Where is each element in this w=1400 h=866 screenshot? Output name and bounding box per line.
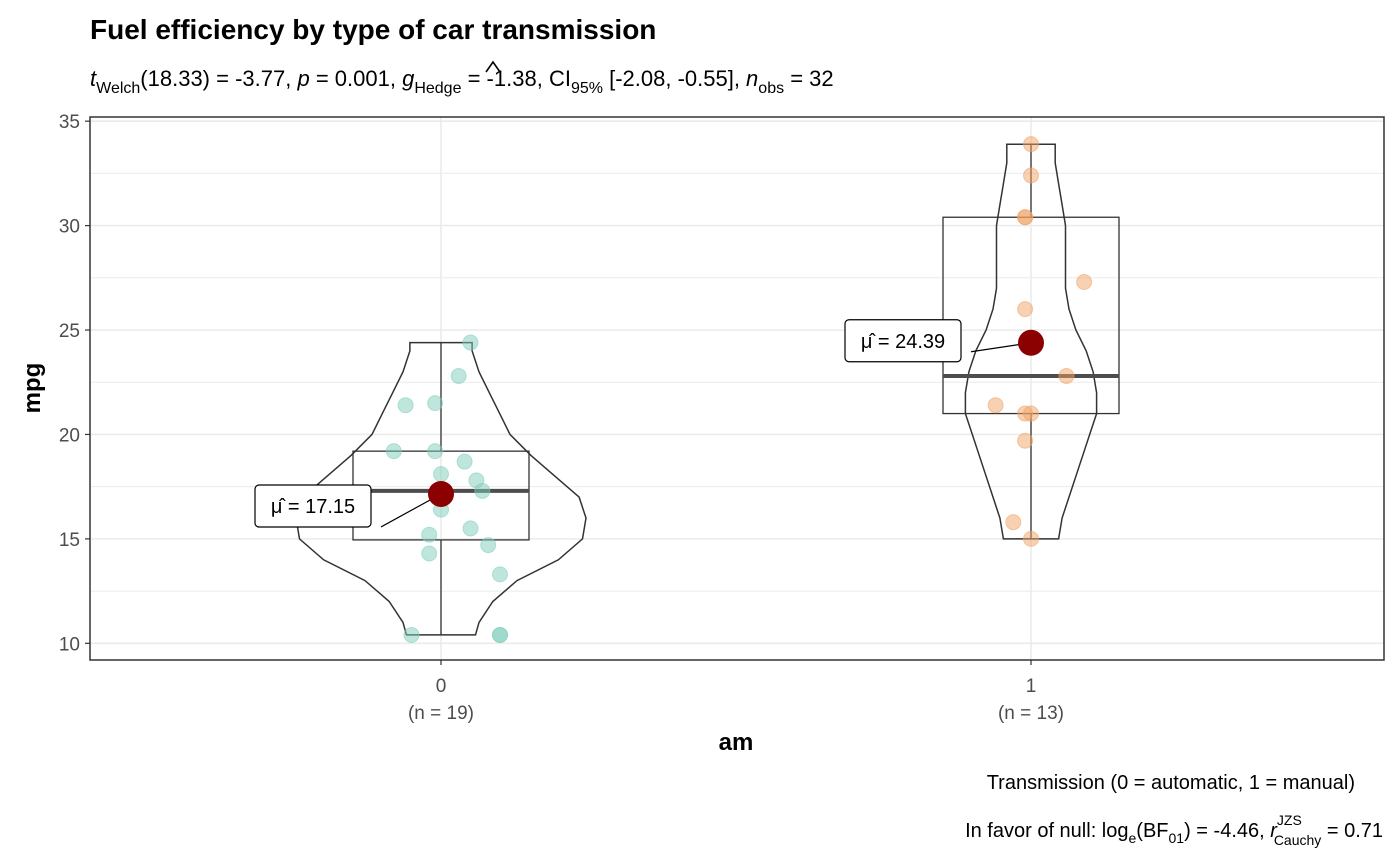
- data-point: [1017, 432, 1034, 449]
- data-point: [403, 626, 420, 643]
- subtitle-g-name: g: [402, 66, 415, 91]
- caption-r-name: r: [1270, 820, 1278, 842]
- x-tick-n-label: (n = 13): [998, 703, 1064, 724]
- subtitle-p-name: p: [296, 66, 309, 91]
- subtitle-t-sub: Welch: [96, 80, 140, 97]
- x-tick-label: 1: [1026, 676, 1037, 697]
- subtitle-p-val: = 0.001,: [310, 66, 402, 91]
- caption-bf-close: ) = -4.46,: [1184, 820, 1270, 842]
- plot-panel: 10 15 20 25 30 35 μ̂ = 17.15 0 (n = 19) μ̂ = 24.3…: [59, 112, 1385, 724]
- x-tick-n-label: (n = 19): [408, 703, 474, 724]
- data-point: [1023, 405, 1039, 422]
- subtitle-t-df: (18.33): [140, 66, 210, 91]
- chart-subtitle: tWelch(18.33) = -3.77, p = 0.001, gHedge…: [90, 66, 834, 97]
- data-point: [1023, 167, 1039, 184]
- data-point: [421, 545, 438, 562]
- caption-r-sub: Cauchy: [1274, 832, 1321, 848]
- caption-r-val: = 0.71: [1321, 820, 1383, 842]
- subtitle-t-val: = -3.77,: [210, 66, 297, 91]
- y-tick-label: 20: [59, 425, 80, 446]
- data-point: [492, 626, 508, 643]
- data-point: [1058, 367, 1075, 384]
- violin-outline: [964, 143, 1098, 540]
- subtitle-n-name: n: [746, 66, 758, 91]
- mean-label-box: [844, 319, 962, 363]
- y-tick-label: 15: [59, 530, 80, 551]
- data-point: [1005, 514, 1022, 531]
- violin-outline: [295, 341, 587, 636]
- subtitle-ci-name: CI: [549, 66, 571, 91]
- caption-line2: In favor of null: loge(BF01) = -4.46, rJ…: [965, 812, 1383, 848]
- data-point: [427, 443, 444, 460]
- data-point: [492, 566, 508, 583]
- caption-bf-sub: 01: [1169, 830, 1185, 846]
- subtitle-ci-sub: 95%: [571, 80, 603, 97]
- data-point: [397, 397, 414, 414]
- mean-label-box: [254, 484, 372, 528]
- data-point: [456, 453, 473, 470]
- x-axis-title: am: [719, 729, 754, 756]
- subtitle-ci-val: [-2.08, -0.55],: [603, 66, 746, 91]
- data-point: [385, 443, 402, 460]
- plot-background: [90, 117, 1384, 660]
- y-tick-label: 35: [59, 112, 80, 133]
- data-point: [427, 395, 444, 412]
- data-point: [1076, 273, 1093, 290]
- y-axis-title: mpg: [19, 363, 46, 414]
- data-point: [462, 520, 479, 537]
- data-point: [1023, 136, 1039, 153]
- caption-bf-open: (BF: [1136, 820, 1168, 842]
- caption-prefix: In favor of null: log: [965, 820, 1128, 842]
- y-tick-label: 30: [59, 217, 80, 238]
- mean-point: [428, 480, 454, 507]
- subtitle-g-val: = -1.38,: [461, 66, 548, 91]
- subtitle-g-sub: Hedge: [414, 80, 461, 97]
- y-tick-label: 10: [59, 634, 80, 655]
- plot-border: [89, 116, 1385, 661]
- data-point: [1017, 209, 1034, 226]
- data-point: [1017, 301, 1034, 318]
- mean-label-text: μ̂ = 17.15: [271, 496, 355, 518]
- subtitle-t-name: t: [90, 66, 97, 91]
- mean-label-text: μ̂ = 24.39: [861, 331, 945, 353]
- data-point: [450, 367, 467, 384]
- x-tick-label: 0: [436, 676, 447, 697]
- g-hat-icon: [485, 60, 501, 73]
- data-point: [1023, 530, 1039, 547]
- y-tick-label: 25: [59, 321, 80, 342]
- caption-log-sub: e: [1129, 830, 1137, 846]
- data-point: [421, 526, 438, 543]
- data-point: [987, 397, 1004, 414]
- caption-line1: Transmission (0 = automatic, 1 = manual): [987, 772, 1355, 794]
- chart-title: Fuel efficiency by type of car transmiss…: [90, 14, 656, 45]
- caption-r-sup: JZS: [1277, 812, 1302, 828]
- data-point: [480, 537, 497, 554]
- subtitle-n-sub: obs: [758, 80, 784, 97]
- data-point: [433, 466, 449, 483]
- data-point: [462, 334, 479, 351]
- mean-point: [1018, 329, 1044, 356]
- data-point: [474, 482, 491, 499]
- subtitle-n-val: = 32: [784, 66, 834, 91]
